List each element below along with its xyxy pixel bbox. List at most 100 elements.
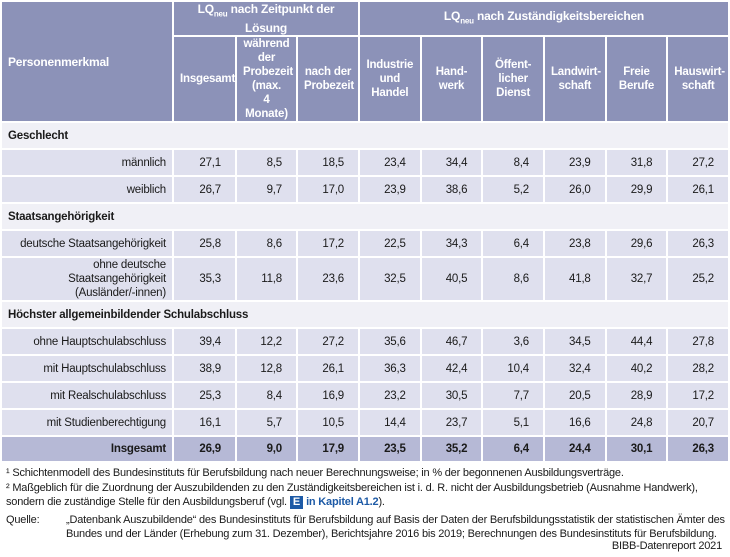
column-header: Hauswirt- schaft: [666, 35, 730, 124]
row-label: mit Studienberechtigung: [0, 408, 174, 438]
cell: 17,0: [295, 175, 361, 205]
cell: 8,6: [235, 229, 298, 259]
cell: 38,6: [419, 175, 484, 205]
cell: 34,4: [419, 148, 484, 178]
credit: BIBB-Datenreport 2021: [611, 540, 722, 552]
cell: 27,2: [666, 148, 730, 178]
cell: 40,2: [604, 354, 669, 384]
footnote-text: ).: [378, 496, 385, 509]
column-header: während der Probezeit (max. 4 Monate): [235, 35, 298, 124]
cell: 28,9: [604, 381, 669, 411]
cell: 41,8: [542, 256, 607, 303]
cell: 44,4: [604, 327, 669, 357]
cell: 35,6: [358, 327, 422, 357]
footnote: ¹ Schichtenmodell des Bundesinstituts fü…: [6, 467, 624, 480]
section-row: Höchster allgemeinbildender Schulabschlu…: [0, 300, 730, 330]
cell: 5,1: [481, 408, 545, 438]
cell: 26,9: [172, 435, 237, 464]
row-label: weiblich: [0, 175, 174, 205]
row-label: Insgesamt: [0, 435, 174, 464]
table-row: männlich 27,1 8,5 18,5 23,4 34,4 8,4 23,9 31,8 27…: [0, 148, 730, 178]
cell: 20,7: [666, 408, 730, 438]
cell: 5,2: [481, 175, 545, 205]
cell: 34,3: [419, 229, 484, 259]
cell: 23,4: [358, 148, 422, 178]
footnotes: ¹ Schichtenmodell des Bundesinstituts fü…: [0, 463, 730, 542]
cell: 12,2: [235, 327, 298, 357]
cell: 10,5: [295, 408, 361, 438]
column-header: Personenmerkmal: [0, 0, 174, 124]
table-body: Geschlecht männlich 27,1 8,5 18,5 23,4 34,4 8,4…: [0, 121, 730, 464]
cell: 8,6: [481, 256, 545, 303]
cell: 30,1: [604, 435, 669, 464]
cell: 27,8: [666, 327, 730, 357]
footnote-text: ² Maßgeblich für die Zuordnung der Auszu…: [6, 481, 698, 509]
data-table: Personenmerkmal LQneu nach Zeitpunkt der …: [0, 0, 730, 464]
cell: 25,2: [666, 256, 730, 303]
cell: 3,6: [481, 327, 545, 357]
cell: 23,6: [295, 256, 361, 303]
cell: 22,5: [358, 229, 422, 259]
row-label: deutsche Staatsangehörigkeit: [0, 229, 174, 259]
source-text: „Datenbank Auszubildende“ des Bundesinst…: [66, 513, 725, 541]
cell: 30,5: [419, 381, 484, 411]
table-head: Personenmerkmal LQneu nach Zeitpunkt der …: [0, 0, 730, 124]
row-label: männlich: [0, 148, 174, 178]
row-label: ohne Hauptschulabschluss: [0, 327, 174, 357]
cell: 32,7: [604, 256, 669, 303]
cell: 17,2: [666, 381, 730, 411]
cell: 25,3: [172, 381, 237, 411]
cell: 14,4: [358, 408, 422, 438]
cell: 42,4: [419, 354, 484, 384]
cell: 26,0: [542, 175, 607, 205]
table-row: ohne Hauptschulabschluss 39,4 12,2 27,2 35,6…: [0, 327, 730, 357]
cell: 9,0: [235, 435, 298, 464]
cell: 23,2: [358, 381, 422, 411]
cell: 40,5: [419, 256, 484, 303]
section-title: Höchster allgemeinbildender Schulabschlu…: [0, 300, 730, 330]
row-label: mit Realschulabschluss: [0, 381, 174, 411]
cell: 29,6: [604, 229, 669, 259]
cell: 12,8: [235, 354, 298, 384]
group-text: nach Zeitpunkt der Lösung: [230, 2, 335, 36]
column-header: Öffent- licher Dienst: [481, 35, 545, 124]
cell: 26,1: [666, 175, 730, 205]
cell: 29,9: [604, 175, 669, 205]
group-text: nach Zuständigkeitsbereichen: [476, 9, 645, 23]
cell: 6,4: [481, 435, 545, 464]
header-row: Personenmerkmal LQneu nach Zeitpunkt der …: [0, 0, 730, 124]
source-label: Quelle:: [6, 513, 40, 526]
cell: 8,4: [481, 148, 545, 178]
cell: 5,7: [235, 408, 298, 438]
cell: 23,9: [542, 148, 607, 178]
cell: 38,9: [172, 354, 237, 384]
cell: 23,7: [419, 408, 484, 438]
column-header: Freie Berufe: [604, 35, 669, 124]
cell: 11,8: [235, 256, 298, 303]
row-label: mit Hauptschulabschluss: [0, 354, 174, 384]
table-row: mit Hauptschulabschluss 38,9 12,8 26,1 36,3 4…: [0, 354, 730, 384]
link[interactable]: in Kapitel A1.2: [306, 496, 379, 509]
cell: 39,4: [172, 327, 237, 357]
cell: 26,1: [295, 354, 361, 384]
table-row: weiblich 26,7 9,7 17,0 23,9 38,6 5,2 26,0 29,9 26…: [0, 175, 730, 205]
cell: 20,5: [542, 381, 607, 411]
table-row: Insgesamt 26,9 9,0 17,9 23,5 35,2 6,4 24,4 30,1 2…: [0, 435, 730, 464]
cell: 35,2: [419, 435, 484, 464]
row-label: ohne deutsche Staatsangehörigkeit (Auslä…: [0, 256, 174, 303]
cell: 16,6: [542, 408, 607, 438]
group-sub: neu: [213, 9, 228, 19]
cell: 6,4: [481, 229, 545, 259]
column-header: Landwirt- schaft: [542, 35, 607, 124]
cell: 23,8: [542, 229, 607, 259]
section-row: Geschlecht: [0, 121, 730, 151]
cell: 16,1: [172, 408, 237, 438]
cell: 17,9: [295, 435, 361, 464]
cell: 27,1: [172, 148, 237, 178]
cell: 18,5: [295, 148, 361, 178]
cell: 34,5: [542, 327, 607, 357]
cell: 26,7: [172, 175, 237, 205]
column-header: Industrie und Handel: [358, 35, 422, 124]
cell: 31,8: [604, 148, 669, 178]
cell: 32,5: [358, 256, 422, 303]
